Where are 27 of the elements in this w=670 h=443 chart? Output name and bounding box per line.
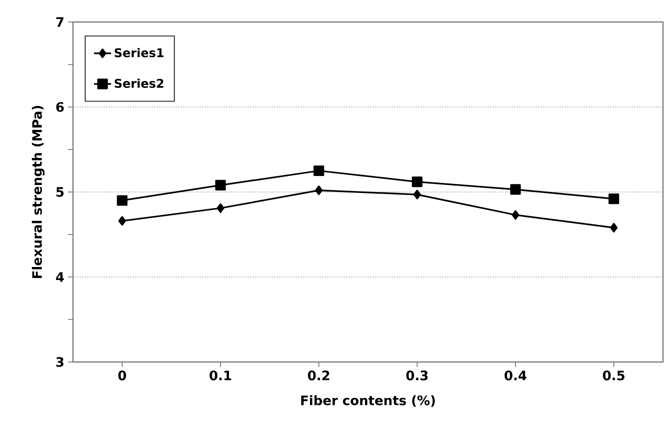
point xyxy=(608,193,620,204)
y-tick-label: 7 xyxy=(56,17,64,27)
point xyxy=(315,185,323,196)
point xyxy=(118,216,126,226)
x-tick-label: 0 xyxy=(118,370,126,380)
point xyxy=(510,184,521,195)
legend-label: Series1 xyxy=(114,48,164,58)
point xyxy=(314,165,324,176)
y-tick-label: 4 xyxy=(56,272,64,282)
y-tick-label: 5 xyxy=(56,187,64,197)
x-tick-label: 0.1 xyxy=(210,370,232,380)
y-axis-title: Flexural strength (MPa) xyxy=(32,106,45,278)
x-tick-label: 0.2 xyxy=(308,370,330,380)
x-axis-title: Fiber contents (%) xyxy=(301,395,435,407)
x-tick-label: 0.3 xyxy=(406,370,428,380)
x-tick-label: 0.5 xyxy=(602,370,624,380)
point xyxy=(512,210,520,220)
point xyxy=(412,176,422,188)
y-tick-label: 3 xyxy=(56,357,64,367)
point xyxy=(215,180,226,190)
point xyxy=(413,190,421,200)
legend-label: Series2 xyxy=(114,78,164,88)
y-tick-label: 6 xyxy=(56,102,64,112)
x-tick-label: 0.4 xyxy=(504,370,526,380)
point xyxy=(116,195,128,206)
point xyxy=(216,203,224,213)
point xyxy=(610,222,618,232)
